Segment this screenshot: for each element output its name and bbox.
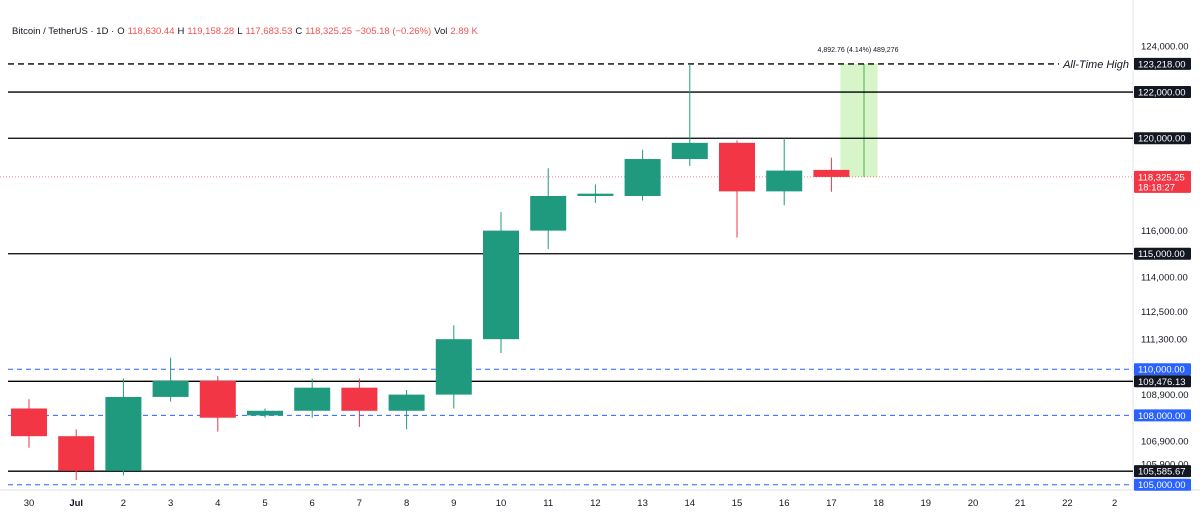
level-tag-label-8: 105,000.00 xyxy=(1138,480,1186,491)
volume-value: 2.89 K xyxy=(450,26,478,37)
x-tick-label-2: 2 xyxy=(121,498,126,509)
y-tick-label-1: 116,000.00 xyxy=(1141,226,1188,237)
level-tag-label-4: 110,000.00 xyxy=(1138,365,1185,376)
low-label: L xyxy=(237,26,243,37)
level-tag-label-3: 115,000.00 xyxy=(1138,249,1185,260)
x-tick-label-8: 8 xyxy=(404,498,409,509)
level-tag-7 xyxy=(1134,465,1191,478)
symbol-title: Bitcoin / TetherUS · 1D · xyxy=(12,26,115,37)
level-tag-3 xyxy=(1134,247,1191,260)
level-tag-0 xyxy=(1134,57,1191,70)
level-tag-8 xyxy=(1134,478,1191,491)
x-tick-label-6: 6 xyxy=(310,498,315,509)
x-tick-label-11: 11 xyxy=(543,498,553,509)
candle-body-3 xyxy=(152,380,189,397)
y-tick-label-2: 114,000.00 xyxy=(1141,272,1188,283)
x-tick-label-19: 19 xyxy=(921,498,932,509)
x-tick-label-18: 18 xyxy=(873,498,884,509)
x-tick-label-3: 3 xyxy=(168,498,173,509)
candle-body-30 xyxy=(11,408,47,437)
level-tag-label-0: 123,218.00 xyxy=(1138,59,1186,70)
y-tick-label-5: 108,900.00 xyxy=(1141,390,1189,401)
x-tick-label-9: 9 xyxy=(451,498,456,509)
candle-body-15 xyxy=(719,142,755,192)
change-value: −305.18 (−0.26%) xyxy=(355,26,432,37)
x-tick-label-17: 17 xyxy=(826,498,837,509)
open-value: 118,630.44 xyxy=(127,26,175,37)
candle-body-13 xyxy=(624,159,661,196)
candle-body-12 xyxy=(577,193,614,196)
level-tag-label-2: 120,000.00 xyxy=(1138,134,1186,145)
x-tick-label-7: 7 xyxy=(357,498,362,509)
volume-label: Vol xyxy=(434,26,448,37)
candle-body-9 xyxy=(435,339,472,395)
close-value: 118,325.25 xyxy=(305,26,353,37)
candle-body-5 xyxy=(247,410,283,416)
x-tick-label-15: 15 xyxy=(732,498,743,509)
candle-body-7 xyxy=(341,387,378,411)
x-tick-label-23: 2 xyxy=(1112,498,1117,509)
level-tag-2 xyxy=(1134,132,1191,145)
y-tick-label-4: 111,300.00 xyxy=(1141,335,1187,346)
x-tick-label-22: 22 xyxy=(1062,498,1073,509)
candle-body-8 xyxy=(388,394,425,411)
level-tag-label-1: 122,000.00 xyxy=(1138,88,1186,99)
x-tick-label-5: 5 xyxy=(262,498,267,509)
level-tag-6 xyxy=(1134,409,1191,422)
x-tick-label-14: 14 xyxy=(685,498,696,509)
candle-body-Jul xyxy=(58,436,95,471)
candle-body-16 xyxy=(766,170,803,192)
low-value: 117,683.53 xyxy=(245,26,293,37)
x-tick-label-16: 16 xyxy=(779,498,790,509)
x-tick-label-20: 20 xyxy=(968,498,979,509)
candle-body-4 xyxy=(199,380,236,418)
y-tick-label-3: 112,500.00 xyxy=(1141,307,1188,318)
candle-body-10 xyxy=(483,230,519,340)
ath-note-bg xyxy=(1059,56,1133,71)
x-tick-label-12: 12 xyxy=(590,498,601,509)
y-tick-label-0: 124,000.00 xyxy=(1141,41,1189,52)
x-tick-label-0: 30 xyxy=(24,498,35,509)
candle-body-11 xyxy=(530,195,567,231)
close-label: C xyxy=(295,26,303,37)
y-tick-label-6: 106,900.00 xyxy=(1141,436,1189,447)
measure-label: 4,892.76 (4.14%) 489,276 xyxy=(818,47,899,54)
x-tick-label-10: 10 xyxy=(496,498,507,509)
candle-body-2 xyxy=(105,396,142,471)
candle-body-6 xyxy=(294,387,331,411)
open-label: O xyxy=(117,26,125,37)
x-tick-label-13: 13 xyxy=(637,498,648,509)
x-tick-label-4: 4 xyxy=(215,498,220,509)
level-tag-label-6: 108,000.00 xyxy=(1138,411,1186,422)
level-tag-4 xyxy=(1134,363,1191,376)
current-price-tag xyxy=(1134,170,1191,193)
high-label: H xyxy=(177,26,185,37)
y-tick-label-7: 105,900.00 xyxy=(1141,459,1189,470)
current-price-label: 118,325.25 xyxy=(1138,172,1185,183)
level-tag-label-7: 105,585.67 xyxy=(1138,467,1186,478)
x-tick-label-21: 21 xyxy=(1015,498,1026,509)
x-tick-label-1: Jul xyxy=(69,498,83,509)
ath-note: All-Time High xyxy=(1062,59,1129,71)
level-tag-5 xyxy=(1134,375,1191,388)
candle-body-14 xyxy=(671,142,708,160)
level-tag-1 xyxy=(1134,86,1191,99)
level-tag-label-5: 109,476.13 xyxy=(1138,377,1186,388)
countdown-label: 18:18:27 xyxy=(1138,182,1175,193)
high-value: 119,158.28 xyxy=(187,26,235,37)
candle-body-17 xyxy=(813,169,850,177)
measure-box xyxy=(840,63,878,177)
